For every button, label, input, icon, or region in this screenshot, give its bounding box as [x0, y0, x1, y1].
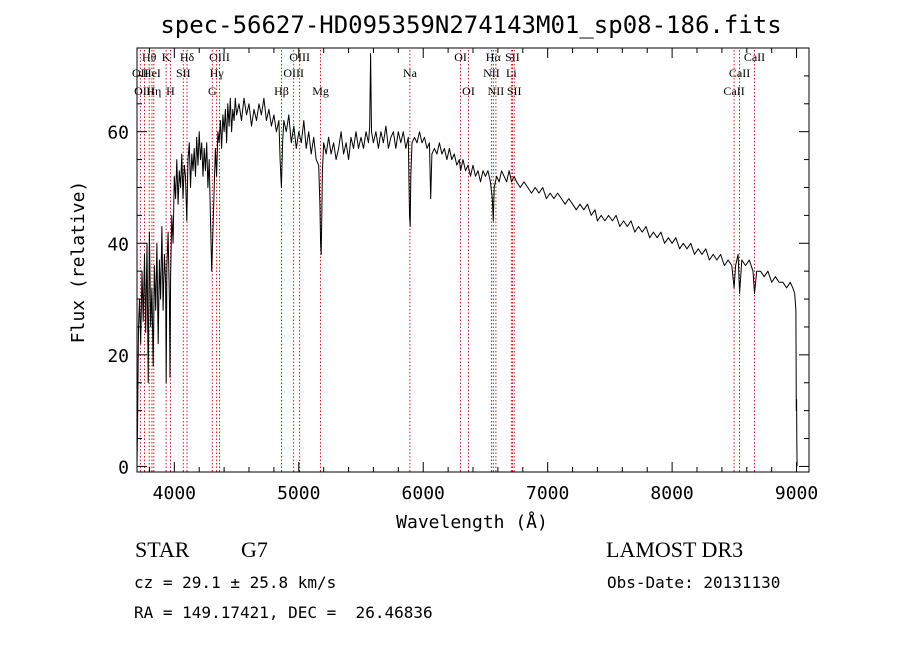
- spectrum-series: [136, 53, 798, 467]
- y-tick-label: 60: [107, 123, 129, 144]
- line-marker-label: CaII: [723, 84, 744, 98]
- line-marker-label: NII: [483, 66, 500, 80]
- x-tick-label: 8000: [650, 483, 693, 504]
- axes: 4000 5000 6000 7000 8000 9000 0 20 40 60: [107, 48, 818, 504]
- line-marker-label: OI: [454, 50, 467, 64]
- line-marker-label: G: [208, 84, 217, 98]
- line-marker-label: OIII: [283, 66, 304, 80]
- line-marker-label: H: [166, 84, 175, 98]
- survey-name: LAMOST DR3: [606, 537, 744, 562]
- line-marker-label: OIII: [134, 84, 155, 98]
- object-subclass: G7: [241, 537, 268, 562]
- line-marker-label: OIII: [209, 50, 230, 64]
- line-marker-label: Mg: [312, 84, 329, 98]
- line-marker-label: OI: [462, 84, 475, 98]
- line-marker-label: CaII: [729, 66, 750, 80]
- line-marker-label: HeI: [143, 66, 161, 80]
- x-tick-label: 7000: [526, 483, 569, 504]
- x-tick-label: 5000: [277, 483, 320, 504]
- line-marker-label: SII: [176, 66, 191, 80]
- line-marker-label: Hγ: [210, 66, 225, 80]
- observation-date: Obs-Date: 20131130: [607, 573, 781, 592]
- line-marker-label: Hα: [486, 50, 502, 64]
- line-marker-label: Li: [506, 66, 517, 80]
- line-marker-label: Hβ: [274, 84, 289, 98]
- sky-coordinates: RA = 149.17421, DEC = 26.46836: [134, 603, 433, 622]
- y-tick-label: 20: [107, 346, 129, 367]
- line-marker-label: Hθ: [142, 50, 157, 64]
- x-axis-label: Wavelength (Å): [396, 511, 548, 533]
- x-tick-label: 4000: [153, 483, 196, 504]
- line-marker-label: OII: [132, 66, 149, 80]
- y-axis-label: Flux (relative): [68, 181, 89, 344]
- line-marker-label: NII: [488, 84, 505, 98]
- line-marker-label: SII: [507, 84, 522, 98]
- y-tick-label: 40: [107, 234, 129, 255]
- line-marker-label: K: [162, 50, 171, 64]
- line-marker-label: SII: [505, 50, 520, 64]
- line-marker-label: Na: [403, 66, 418, 80]
- line-marker-label: CaII: [744, 50, 765, 64]
- line-marker-label: Hδ: [180, 50, 195, 64]
- flux-series-line: [136, 53, 798, 467]
- line-marker-label: Hη: [146, 84, 161, 98]
- chart-title: spec-56627-HD095359N274143M01_sp08-186.f…: [160, 11, 781, 39]
- x-tick-label: 6000: [402, 483, 445, 504]
- line-marker-label: OIII: [289, 50, 310, 64]
- redshift-velocity: cz = 29.1 ± 25.8 km/s: [134, 573, 337, 592]
- x-tick-label: 9000: [775, 483, 818, 504]
- object-class: STAR: [135, 537, 190, 562]
- y-tick-label: 0: [118, 457, 129, 478]
